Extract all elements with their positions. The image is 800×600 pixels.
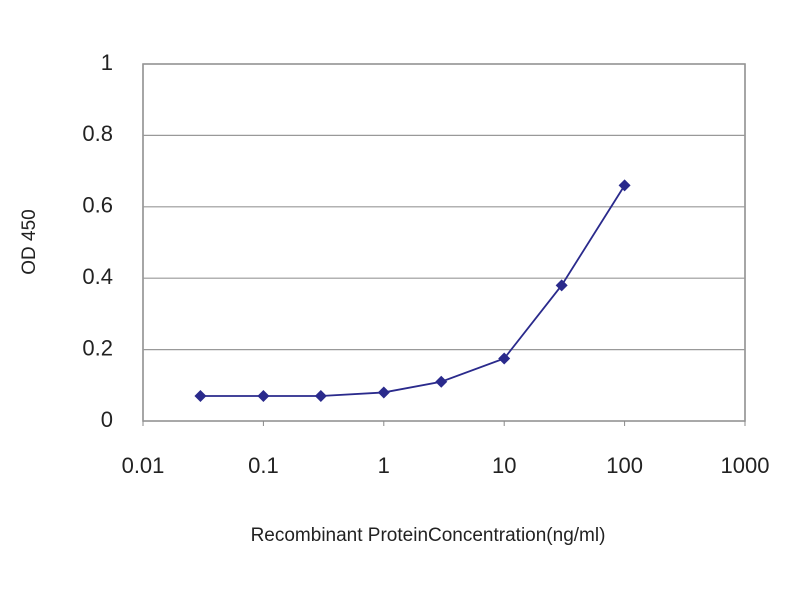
y-tick-label: 0 — [101, 407, 113, 432]
plot-area — [142, 63, 746, 422]
y-tick-label: 0.6 — [82, 193, 113, 218]
data-point — [555, 279, 568, 292]
x-tick-label: 0.1 — [248, 453, 279, 478]
y-tick-label: 1 — [101, 50, 113, 75]
y-tick-label: 0.8 — [82, 121, 113, 146]
x-tick-label: 10 — [492, 453, 516, 478]
data-point — [314, 390, 327, 403]
x-tick-label: 1 — [378, 453, 390, 478]
data-point — [618, 179, 631, 192]
data-point — [435, 375, 448, 388]
y-tick-label: 0.4 — [82, 264, 113, 289]
data-point — [194, 390, 207, 403]
data-line — [200, 184, 626, 397]
y-tick-label: 0.2 — [82, 335, 113, 360]
data-point — [257, 390, 270, 403]
x-axis-title: Recombinant ProteinConcentration(ng/ml) — [251, 525, 606, 546]
x-tick-label: 0.01 — [122, 453, 165, 478]
data-point — [377, 386, 390, 399]
x-tick-label: 100 — [606, 453, 643, 478]
y-axis-title: OD 450 — [19, 209, 40, 274]
x-tick-label: 1000 — [721, 453, 770, 478]
data-point — [498, 352, 511, 365]
